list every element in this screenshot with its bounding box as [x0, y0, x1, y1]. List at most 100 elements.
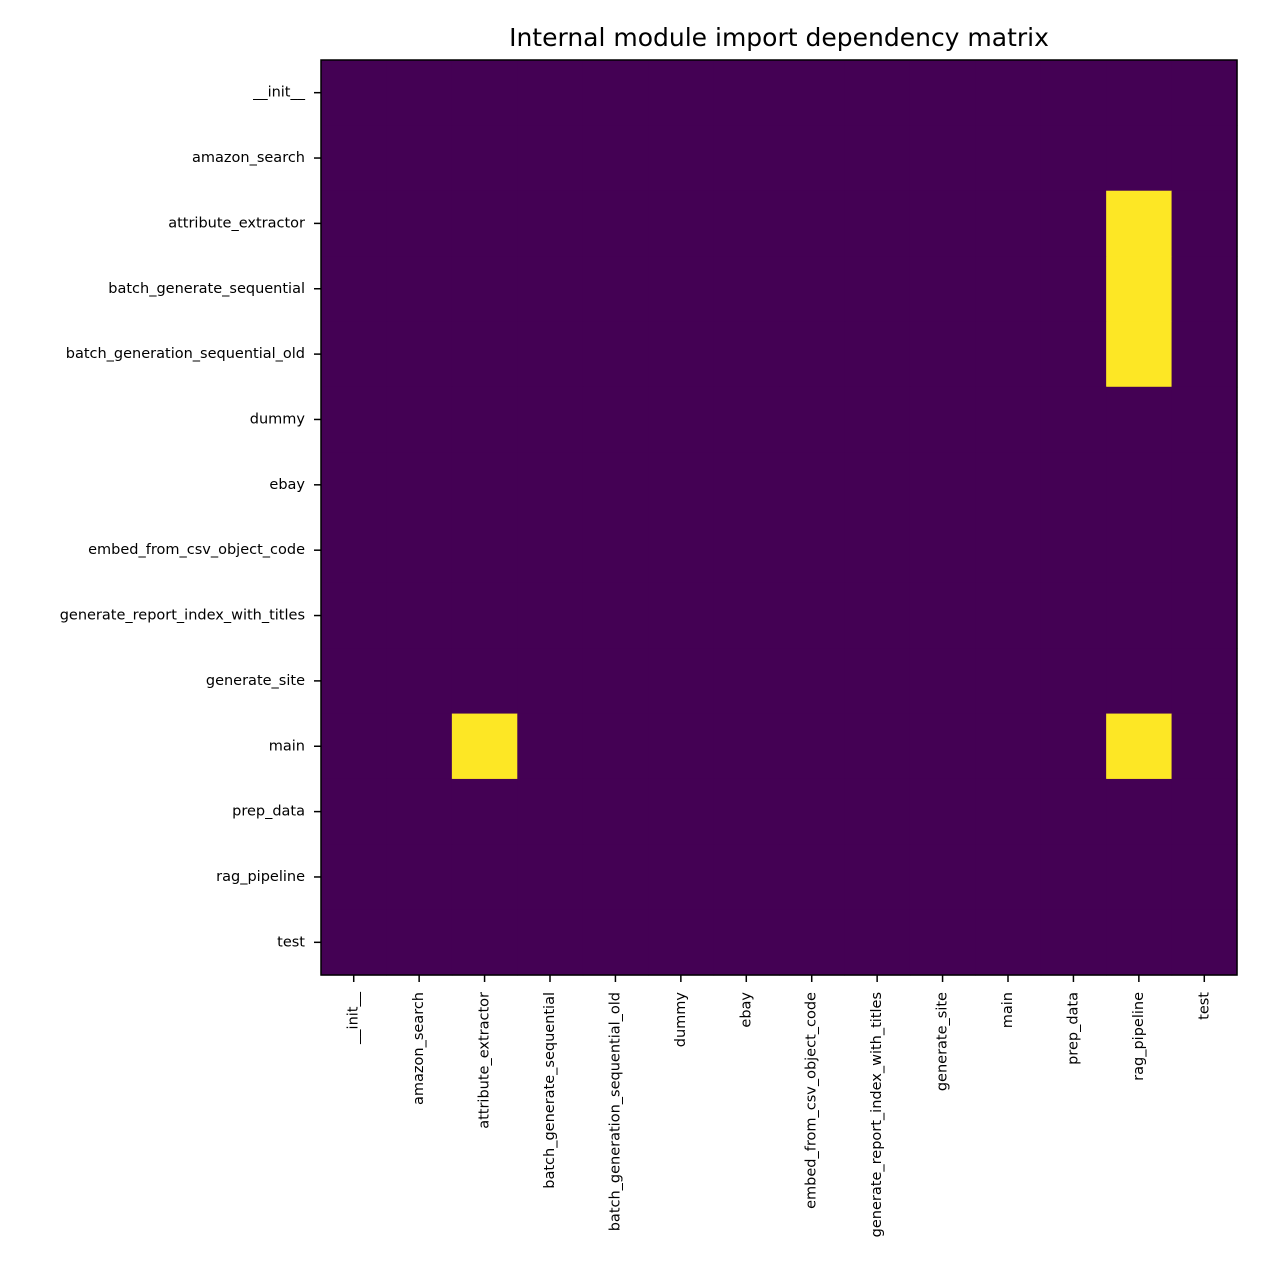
heatmap-cell-4-10: [975, 321, 1042, 388]
heatmap-cell-12-8: [844, 844, 911, 911]
y-tick-label: test: [277, 934, 305, 950]
heatmap-cell-2-8: [844, 190, 911, 257]
heatmap-cell-10-10: [975, 713, 1042, 780]
heatmap-cell-7-6: [713, 517, 780, 584]
heatmap-cell-5-9: [909, 386, 976, 453]
heatmap-cell-6-0: [321, 452, 388, 519]
heatmap-cell-1-4: [582, 125, 649, 192]
heatmap-cell-9-8: [844, 648, 911, 715]
heatmap-cell-6-10: [975, 452, 1042, 519]
x-tick-label: rag_pipeline: [1131, 992, 1147, 1081]
x-tick-label: amazon_search: [411, 992, 427, 1105]
heatmap-cell-0-8: [844, 60, 911, 126]
heatmap-cell-2-5: [648, 190, 715, 257]
heatmap-cell-2-0: [321, 190, 388, 257]
heatmap-cell-1-6: [713, 125, 780, 192]
heatmap-cell-1-3: [517, 125, 584, 192]
heatmap-cell-12-2: [451, 844, 518, 911]
heatmap-cell-5-11: [1040, 386, 1107, 453]
heatmap-cell-13-8: [844, 909, 911, 976]
heatmap-cell-2-3: [517, 190, 584, 257]
heatmap-cell-12-13: [1171, 844, 1238, 911]
y-tick-label: embed_from_csv_object_code: [88, 542, 305, 558]
heatmap-cell-12-6: [713, 844, 780, 911]
heatmap-cell-5-13: [1171, 386, 1238, 453]
heatmap-cell-6-12: [1106, 452, 1173, 519]
heatmap-cell-11-8: [844, 778, 911, 845]
heatmap-cell-2-4: [582, 190, 649, 257]
heatmap-cell-7-7: [779, 517, 846, 584]
heatmap-cell-10-8: [844, 713, 911, 780]
heatmap-cell-9-2: [451, 648, 518, 715]
heatmap-cell-1-2: [451, 125, 518, 192]
heatmap-cell-7-11: [1040, 517, 1107, 584]
heatmap-cell-8-1: [386, 582, 453, 649]
heatmap-cell-2-11: [1040, 190, 1107, 257]
heatmap-cell-13-11: [1040, 909, 1107, 976]
heatmap-cell-5-3: [517, 386, 584, 453]
heatmap-cell-0-9: [909, 60, 976, 126]
heatmap-cell-0-10: [975, 60, 1042, 126]
heatmap-cell-3-4: [582, 256, 649, 323]
heatmap-cell-2-1: [386, 190, 453, 257]
heatmap-cell-11-0: [321, 778, 388, 845]
heatmap-cell-12-0: [321, 844, 388, 911]
heatmap-cell-8-13: [1171, 582, 1238, 649]
heatmap-cells: [321, 60, 1238, 976]
heatmap-cell-8-4: [582, 582, 649, 649]
heatmap-cell-5-4: [582, 386, 649, 453]
heatmap-cell-12-10: [975, 844, 1042, 911]
heatmap-cell-4-12: [1106, 321, 1173, 388]
x-axis: __init__ amazon_search attribute_extractor…: [346, 975, 1212, 1237]
x-tick-label: batch_generate_sequential: [542, 992, 558, 1189]
heatmap-cell-10-2: [451, 713, 518, 780]
heatmap-cell-11-5: [648, 778, 715, 845]
heatmap-cell-7-4: [582, 517, 649, 584]
heatmap-cell-4-1: [386, 321, 453, 388]
x-tick-label: main: [1000, 992, 1016, 1028]
heatmap-cell-6-8: [844, 452, 911, 519]
heatmap-cell-1-9: [909, 125, 976, 192]
heatmap-cell-6-13: [1171, 452, 1238, 519]
heatmap-cell-3-1: [386, 256, 453, 323]
y-tick-label: dummy: [250, 411, 306, 427]
heatmap-cell-12-5: [648, 844, 715, 911]
heatmap-cell-10-0: [321, 713, 388, 780]
heatmap-cell-10-7: [779, 713, 846, 780]
heatmap-cell-8-11: [1040, 582, 1107, 649]
heatmap-cell-4-11: [1040, 321, 1107, 388]
x-tick-label: generate_site: [935, 992, 951, 1091]
heatmap-cell-13-10: [975, 909, 1042, 976]
y-tick-label: prep_data: [232, 804, 305, 820]
heatmap-cell-10-13: [1171, 713, 1238, 780]
heatmap-cell-3-10: [975, 256, 1042, 323]
heatmap-cell-11-6: [713, 778, 780, 845]
heatmap-cell-8-7: [779, 582, 846, 649]
heatmap-cell-8-2: [451, 582, 518, 649]
heatmap-cell-11-2: [451, 778, 518, 845]
heatmap-cell-12-12: [1106, 844, 1173, 911]
y-tick-label: __init__: [252, 85, 306, 101]
x-tick-label: batch_generation_sequential_old: [607, 992, 623, 1231]
heatmap-cell-1-12: [1106, 125, 1173, 192]
heatmap-cell-4-2: [451, 321, 518, 388]
heatmap-cell-1-7: [779, 125, 846, 192]
heatmap-cell-12-1: [386, 844, 453, 911]
heatmap-cell-11-11: [1040, 778, 1107, 845]
x-tick-label: ebay: [738, 992, 754, 1028]
heatmap-cell-0-1: [386, 60, 453, 126]
heatmap-cell-2-12: [1106, 190, 1173, 257]
x-tick-label: prep_data: [1065, 992, 1081, 1065]
heatmap-cell-9-3: [517, 648, 584, 715]
x-tick-label: generate_report_index_with_titles: [869, 992, 885, 1237]
y-tick-label: rag_pipeline: [216, 869, 305, 885]
heatmap-cell-11-9: [909, 778, 976, 845]
heatmap-cell-6-11: [1040, 452, 1107, 519]
heatmap-cell-5-5: [648, 386, 715, 453]
y-axis: __init__ amazon_search attribute_extractor…: [60, 85, 321, 950]
heatmap-cell-13-5: [648, 909, 715, 976]
heatmap-cell-13-7: [779, 909, 846, 976]
heatmap-cell-5-7: [779, 386, 846, 453]
heatmap-cell-6-5: [648, 452, 715, 519]
heatmap-cell-13-12: [1106, 909, 1173, 976]
